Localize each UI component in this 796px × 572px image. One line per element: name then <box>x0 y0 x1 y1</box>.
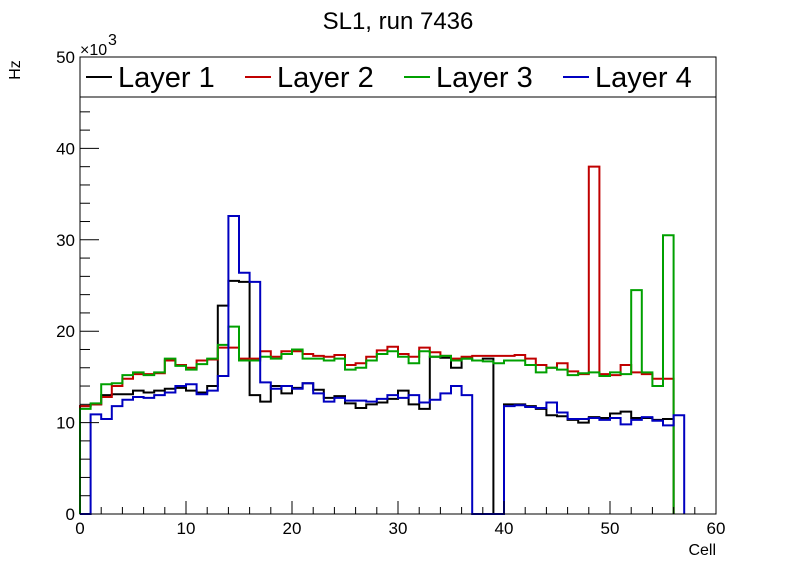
x-tick-label: 30 <box>389 519 408 538</box>
y-axis-multiplier-power: 3 <box>108 32 117 49</box>
x-axis-title: Cell <box>688 542 716 559</box>
chart-title: SL1, run 7436 <box>323 8 474 35</box>
x-tick-label: 60 <box>707 519 726 538</box>
y-tick-label: 40 <box>56 139 75 158</box>
y-axis-title: Hz <box>7 60 24 80</box>
x-tick-label: 10 <box>177 519 196 538</box>
series-layer <box>79 165 686 515</box>
y-axis-multiplier-base: ×10 <box>80 42 107 59</box>
x-tick-label: 0 <box>75 519 84 538</box>
legend-label-1: Layer 1 <box>118 62 215 94</box>
series-line-3 <box>79 234 675 514</box>
series-line-4 <box>80 215 686 515</box>
x-tick-label: 20 <box>283 519 302 538</box>
legend-label-4: Layer 4 <box>595 62 692 94</box>
y-tick-label: 20 <box>56 322 75 341</box>
y-tick-label: 50 <box>56 48 75 67</box>
y-axis-multiplier: ×10 3 <box>80 32 117 59</box>
legend-box <box>79 56 717 98</box>
y-tick-label: 30 <box>56 231 75 250</box>
y-tick-label: 10 <box>56 414 75 433</box>
y-tick-label: 0 <box>66 505 75 524</box>
x-tick-label: 40 <box>495 519 514 538</box>
x-tick-label: 50 <box>601 519 620 538</box>
legend: Layer 1 Layer 2 Layer 3 Layer 4 <box>79 56 717 98</box>
legend-label-2: Layer 2 <box>277 62 374 94</box>
legend-label-3: Layer 3 <box>436 62 533 94</box>
